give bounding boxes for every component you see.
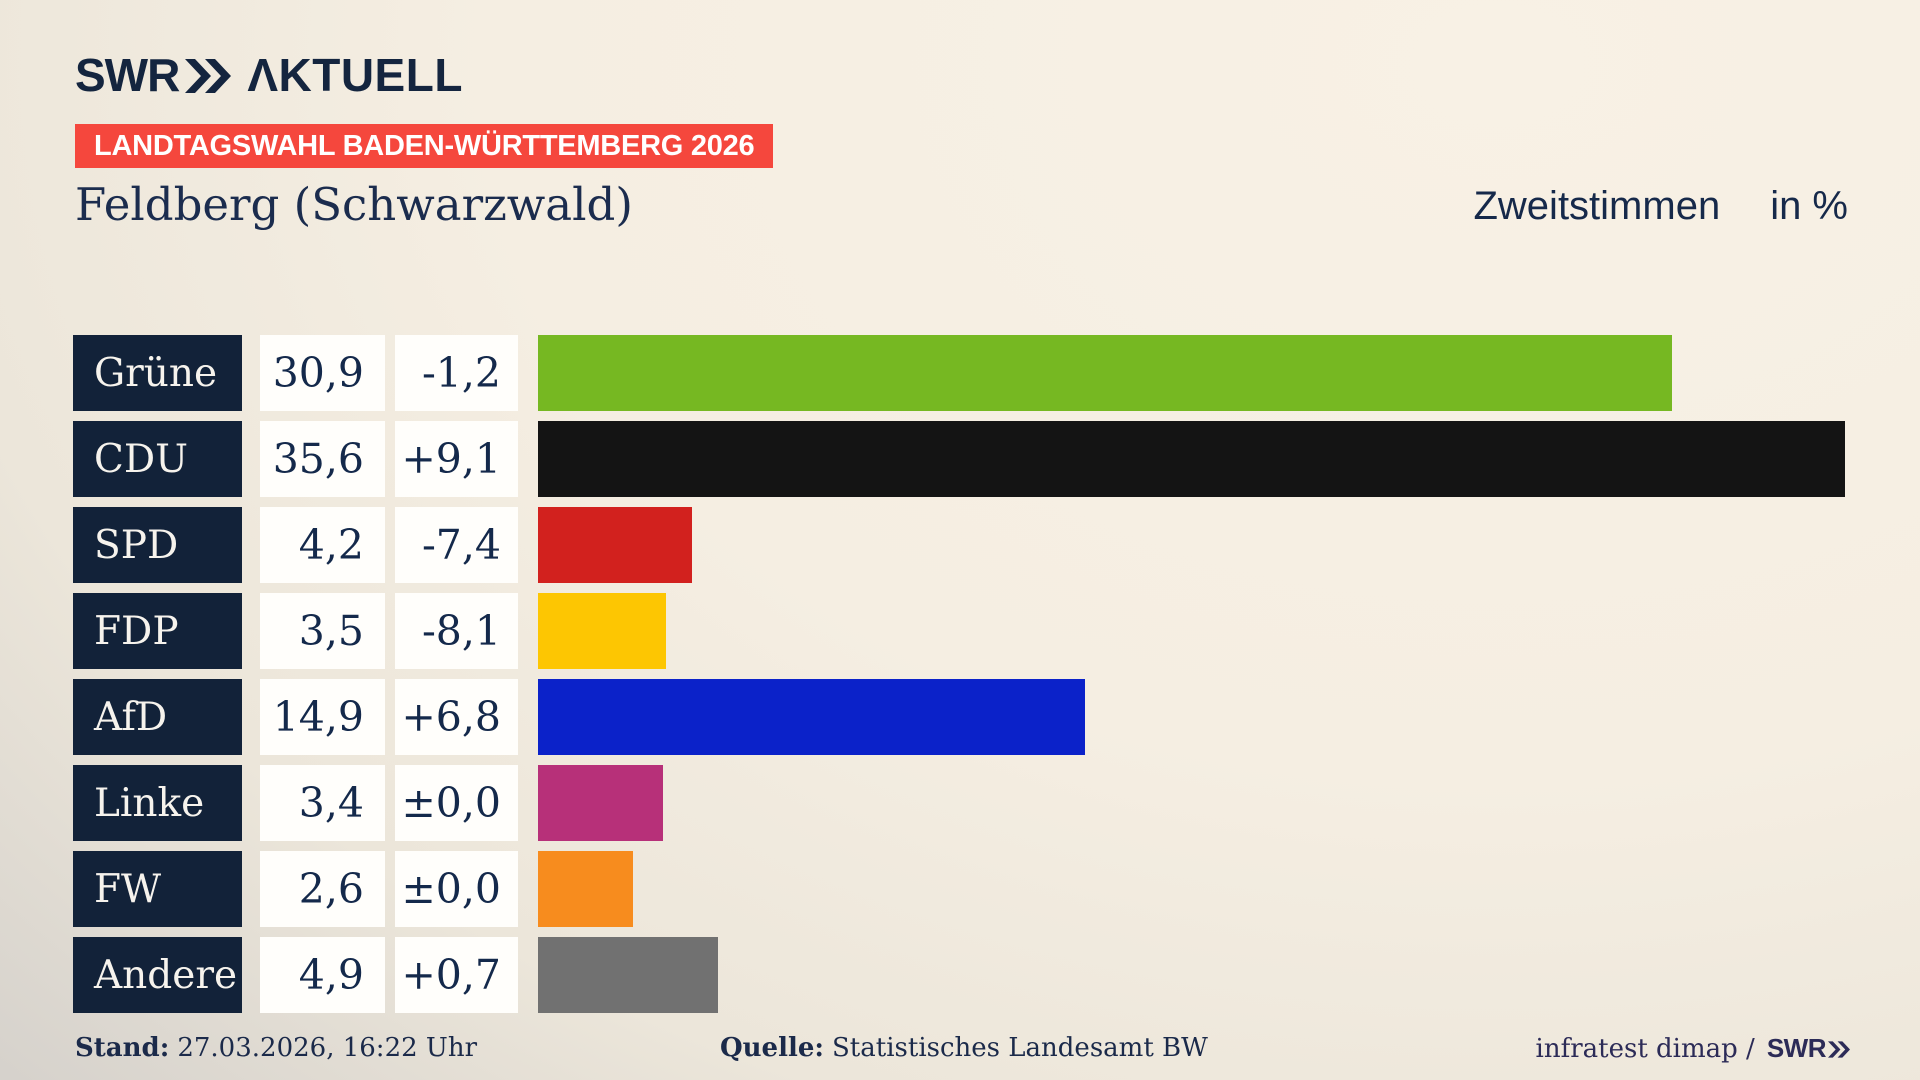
change-cell: -1,2 [395,335,518,411]
source-value: Statistisches Landesamt BW [832,1033,1208,1063]
source-label: Quelle: [720,1033,824,1063]
change-cell: +6,8 [395,679,518,755]
bar-track [538,335,1845,411]
results-table: Grüne 30,9 -1,2 CDU 35,6 +9,1 SPD 4,2 -7,4 FDP 3,5… [73,335,1845,1023]
change-cell: -7,4 [395,507,518,583]
stand-label: Stand: [75,1033,170,1063]
result-bar [538,593,667,669]
party-label: FDP [73,593,242,669]
value-cell: 4,9 [260,937,385,1013]
bar-track [538,679,1845,755]
aktuell-logo-text: ΛKTUELL [247,49,463,101]
swr-footer-logo: SWR [1767,1033,1850,1064]
swr-chevrons-icon [185,59,232,93]
change-cell: ±0,0 [395,765,518,841]
source-note: Quelle: Statistisches Landesamt BW [720,1033,1208,1063]
table-row: FDP 3,5 -8,1 [73,593,1845,669]
value-cell: 30,9 [260,335,385,411]
result-bar [538,765,663,841]
change-cell: -8,1 [395,593,518,669]
party-label: Linke [73,765,242,841]
unit-label: in % [1770,184,1848,228]
party-label: SPD [73,507,242,583]
party-label: CDU [73,421,242,497]
result-bar [538,851,634,927]
table-row: Linke 3,4 ±0,0 [73,765,1845,841]
party-label: FW [73,851,242,927]
measure-label: Zweitstimmen [1473,184,1721,228]
measure-heading: Zweitstimmen in % [1473,184,1848,229]
stand-value: 27.03.2026, 16:22 Uhr [177,1033,478,1063]
swr-logo-text: SWR [75,49,180,101]
change-cell: +9,1 [395,421,518,497]
value-cell: 35,6 [260,421,385,497]
result-bar [538,507,693,583]
table-row: FW 2,6 ±0,0 [73,851,1845,927]
change-cell: +0,7 [395,937,518,1013]
table-row: SPD 4,2 -7,4 [73,507,1845,583]
party-label: Andere [73,937,242,1013]
swr-aktuell-logo: SWR ΛKTUELL [75,52,463,98]
result-bar [538,421,1845,497]
credit-text: infratest dimap / [1535,1033,1755,1064]
value-cell: 3,4 [260,765,385,841]
bar-track [538,421,1845,497]
footer: Stand: 27.03.2026, 16:22 Uhr Quelle: Stati… [0,1033,1920,1073]
page-title: Feldberg (Schwarzwald) [75,178,633,231]
stand-timestamp: Stand: 27.03.2026, 16:22 Uhr [75,1033,477,1063]
bar-track [538,937,1845,1013]
table-row: Andere 4,9 +0,7 [73,937,1845,1013]
bar-track [538,507,1845,583]
party-label: Grüne [73,335,242,411]
table-row: CDU 35,6 +9,1 [73,421,1845,497]
value-cell: 2,6 [260,851,385,927]
party-label: AfD [73,679,242,755]
value-cell: 14,9 [260,679,385,755]
bar-track [538,593,1845,669]
result-bar [538,335,1673,411]
election-banner: LANDTAGSWAHL BADEN-WÜRTTEMBERG 2026 [75,124,774,168]
table-row: AfD 14,9 +6,8 [73,679,1845,755]
change-cell: ±0,0 [395,851,518,927]
result-bar [538,937,718,1013]
value-cell: 3,5 [260,593,385,669]
credit-note: infratest dimap / SWR [1536,1033,1850,1064]
table-row: Grüne 30,9 -1,2 [73,335,1845,411]
result-bar [538,679,1086,755]
bar-track [538,765,1845,841]
bar-track [538,851,1845,927]
swr-footer-chevrons-icon [1828,1041,1850,1058]
value-cell: 4,2 [260,507,385,583]
